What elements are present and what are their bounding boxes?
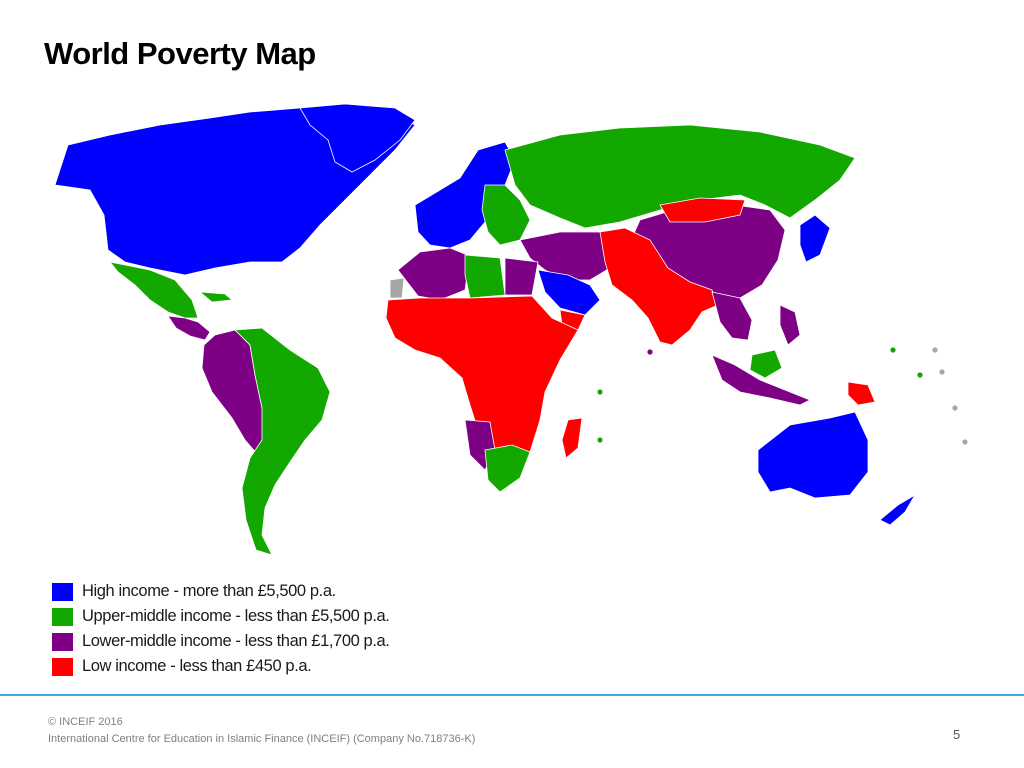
footer-company: International Centre for Education in Is… <box>48 733 476 745</box>
legend-swatch-lower-middle <box>52 632 73 651</box>
footer-rule <box>0 694 1024 696</box>
region-borneo <box>749 349 783 379</box>
region-pacific-island <box>938 368 946 376</box>
region-southern-africa <box>484 444 531 493</box>
region-caribbean <box>198 291 233 303</box>
legend-label-low: Low income - less than £450 p.a. <box>82 657 312 675</box>
region-pacific-island <box>646 348 654 356</box>
region-madagascar <box>561 417 583 459</box>
region-no-data <box>389 277 405 299</box>
region-greenland <box>299 103 416 173</box>
region-pacific-island <box>916 371 924 379</box>
region-north-america <box>54 105 416 276</box>
region-pacific-island <box>951 404 959 412</box>
region-new-zealand <box>879 493 917 526</box>
region-egypt <box>504 257 539 296</box>
region-pacific-island <box>961 438 969 446</box>
region-libya <box>464 254 506 299</box>
footer-copyright: © INCEIF 2016 <box>48 716 123 728</box>
world-map <box>40 100 990 570</box>
page-number: 5 <box>953 727 961 742</box>
legend-item-high: High income - more than £5,500 p.a. <box>52 579 389 604</box>
region-mongolia <box>659 197 746 223</box>
region-south-america-east <box>234 327 331 556</box>
region-pacific-island <box>889 346 897 354</box>
region-southeast-asia <box>711 291 753 341</box>
map-legend: High income - more than £5,500 p.a. Uppe… <box>52 579 390 679</box>
region-australia <box>757 411 869 499</box>
region-pacific-island <box>596 388 604 396</box>
region-pacific-island <box>596 436 604 444</box>
region-central-america <box>167 315 211 341</box>
legend-swatch-upper-middle <box>52 607 73 626</box>
region-arabia <box>537 269 601 316</box>
region-south-asia <box>599 227 719 346</box>
region-japan <box>799 214 831 263</box>
legend-label-upper-middle: Upper-middle income - less than £5,500 p… <box>82 607 390 625</box>
region-north-africa <box>397 247 471 301</box>
legend-item-upper-middle: Upper-middle income - less than £5,500 p… <box>52 604 390 629</box>
legend-swatch-high <box>52 582 73 601</box>
region-indonesia <box>711 354 811 406</box>
legend-item-lower-middle: Lower-middle income - less than £1,700 p… <box>52 629 390 654</box>
legend-swatch-low <box>52 657 73 676</box>
region-russia <box>504 124 856 229</box>
legend-label-lower-middle: Lower-middle income - less than £1,700 p… <box>82 632 390 650</box>
region-pacific-island <box>931 346 939 354</box>
region-philippines <box>779 304 801 346</box>
slide-title: World Poverty Map <box>44 36 316 71</box>
region-new-guinea <box>847 381 876 406</box>
legend-label-high: High income - more than £5,500 p.a. <box>82 582 336 600</box>
legend-item-low: Low income - less than £450 p.a. <box>52 654 389 679</box>
